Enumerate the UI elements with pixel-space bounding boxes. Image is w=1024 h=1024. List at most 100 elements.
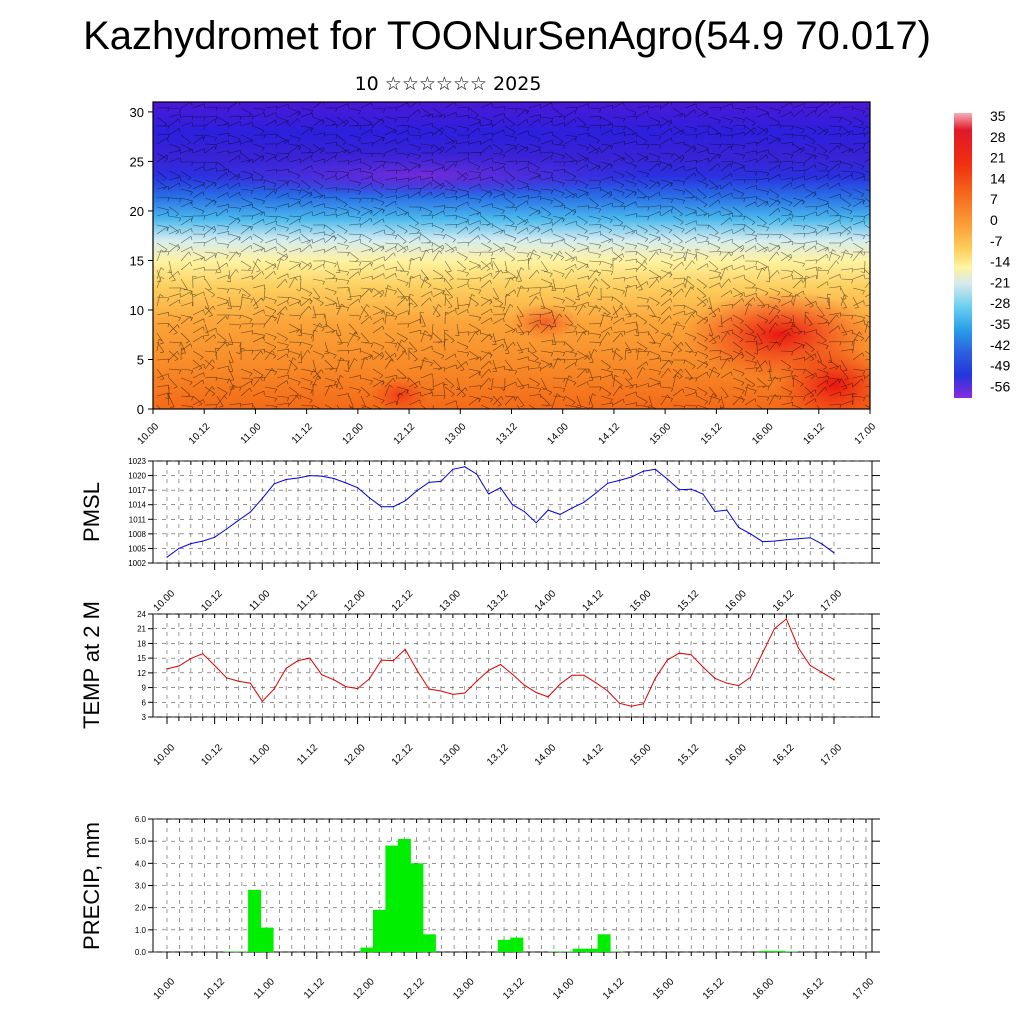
heatmap-x-tick-label: 13.00 [443,421,469,447]
data-point [714,510,716,513]
x-tick-label: 14.12 [580,588,606,614]
colorbar-gradient [954,113,972,398]
x-tick-label: 11.00 [252,976,277,1001]
data-point [452,693,454,696]
data-point [619,702,621,704]
colorbar-label: -21 [990,274,1010,290]
data-point [642,470,645,472]
y-tick-label: 2.0 [135,904,147,913]
data-point [285,667,287,670]
data-point [333,679,335,681]
data-point [285,478,287,481]
data-point [571,507,573,509]
x-tick-label: 16.00 [723,588,749,614]
heatmap-y-tick-label: 0 [137,402,144,417]
data-point [642,703,645,705]
data-point [404,500,406,502]
x-tick-label: 13.00 [451,976,477,1002]
data-point [380,659,382,661]
data-point [416,669,418,672]
y-tick-label: 1002 [128,559,146,568]
precip-bar [572,948,586,952]
colorbar-label: 14 [990,170,1006,186]
x-tick-label: 12.00 [342,742,368,768]
data-point [190,543,192,545]
y-tick-label: 1.0 [135,926,147,935]
x-tick-label: 11.00 [247,588,272,613]
heatmap-x-tick-label: 11.00 [239,421,264,446]
data-point [392,660,394,662]
data-point [535,522,537,524]
y-tick-label: 0.0 [135,948,147,957]
y-tick-label: 1014 [128,501,146,510]
data-point [392,506,394,508]
data-point [833,552,835,554]
y-tick-label: 1008 [128,530,146,539]
x-tick-label: 17.00 [819,742,845,768]
data-point [476,473,478,475]
precip-panel: 0.0 1.0 2.0 3.0 4.0 5.0 6.0 10.00 10.12 11.00 11.1… [79,815,880,1002]
precip-bar [385,845,399,952]
x-tick-label: 12.00 [342,588,368,614]
heatmap-x-tick-label: 10.00 [136,421,162,447]
y-axis-label: PMSL [79,482,104,542]
precip-bar [410,863,424,952]
y-tick-label: 1005 [128,544,146,553]
data-point [619,479,621,481]
wind-barbs [156,102,870,409]
heatmap-x-tick-label: 15.00 [648,421,674,447]
y-tick-label: 18 [137,639,146,648]
data-point [750,533,752,535]
data-point [761,541,764,543]
precip-bar [360,947,374,952]
x-tick-label: 14.00 [533,742,559,768]
heatmap-x-tick-label: 12.00 [341,421,367,447]
data-point [214,664,216,667]
panel-grid [153,613,872,718]
data-point [404,648,406,650]
chart-subtitle: 10 ☆☆☆☆☆☆ 2025 [354,73,542,95]
data-point [440,690,442,692]
heatmap-y-tick-label: 5 [137,352,144,367]
x-tick-label: 14.00 [533,588,559,614]
data-point [237,519,240,521]
temperature-heatmap: 0 5 10 15 20 25 30 10.00 10.12 11.00 11.12 12.00 12.… [130,101,878,447]
temp-panel: 3 6 9 12 15 18 21 24 10.00 10.12 11.00 11.12 12.00 12… [79,601,880,768]
data-point [583,674,585,676]
x-tick-label: 17.00 [851,976,877,1002]
heatmap-x-tick-label: 14.12 [597,421,623,447]
x-tick-label: 15.12 [676,588,702,614]
colorbar-label: 28 [990,129,1006,145]
data-point [797,538,799,540]
data-point [702,666,704,668]
data-point [607,482,609,484]
data-point [559,513,561,516]
data-point [607,690,609,692]
heatmap-y-tick-label: 20 [130,204,144,219]
data-point [226,528,228,530]
x-tick-label: 12.12 [401,976,427,1002]
x-tick-label: 14.12 [580,742,606,768]
x-tick-label: 12.12 [390,588,416,614]
x-tick-label: 11.00 [247,742,272,767]
data-point [773,540,776,542]
data-point [690,488,692,490]
data-point [666,478,668,480]
x-tick-label: 16.12 [771,588,797,614]
y-tick-label: 1011 [129,515,147,524]
precip-bar [597,934,611,952]
x-tick-label: 16.12 [771,742,797,768]
x-tick-label: 16.00 [723,742,749,768]
data-point [678,652,680,654]
data-point [202,653,204,655]
data-point [309,657,311,659]
x-tick-label: 11.12 [302,976,327,1001]
data-point [523,684,525,686]
heatmap-x-tick-label: 10.12 [187,421,213,447]
data-point [785,618,788,620]
colorbar-label: 21 [990,150,1006,166]
data-point [178,665,180,667]
data-point [368,678,371,680]
precip-bar [510,937,524,952]
data-point [321,674,323,676]
